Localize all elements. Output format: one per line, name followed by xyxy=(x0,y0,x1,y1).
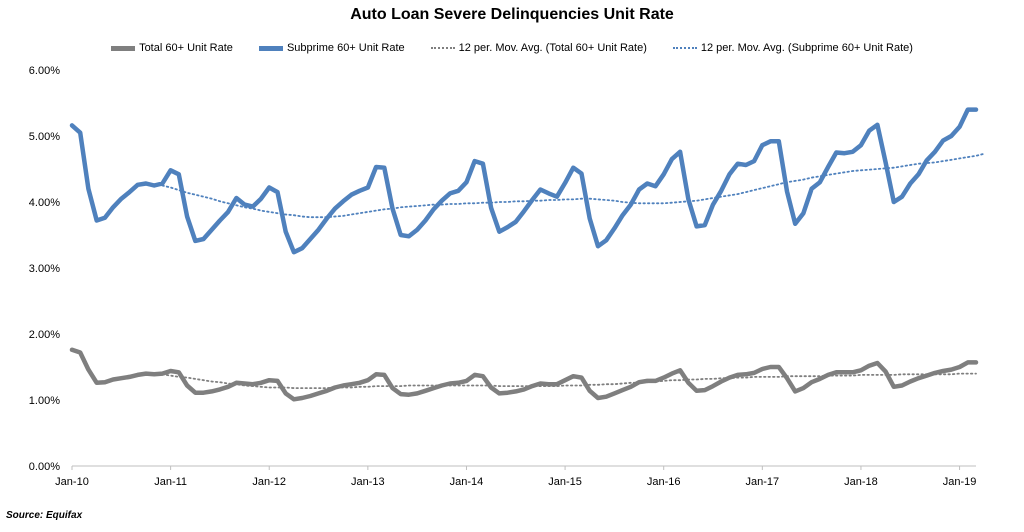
x-tick-label: Jan-19 xyxy=(943,476,977,488)
legend-label-subprime: Subprime 60+ Unit Rate xyxy=(286,42,405,54)
x-tick-label: Jan-11 xyxy=(154,476,187,488)
legend-swatch-subprime-avg xyxy=(672,47,697,49)
legend: Total 60+ Unit Rate Subprime 60+ Unit Ra… xyxy=(0,40,1024,56)
x-tick-label: Jan-17 xyxy=(746,476,780,488)
source-note: Source: Equifax xyxy=(6,510,83,521)
x-tick-label: Jan-16 xyxy=(647,476,681,488)
y-tick-label: 1.00% xyxy=(29,395,60,407)
chart-title: Auto Loan Severe Delinquencies Unit Rate xyxy=(350,6,674,23)
legend-swatch-total-avg xyxy=(430,47,455,49)
y-tick-label: 5.00% xyxy=(29,131,60,143)
x-tick-label: Jan-10 xyxy=(55,476,89,488)
x-tick-label: Jan-12 xyxy=(252,476,286,488)
legend-entry-subprime: Subprime 60+ Unit Rate xyxy=(258,40,405,56)
x-tick-label: Jan-15 xyxy=(548,476,582,488)
legend-swatch-total xyxy=(111,45,136,51)
x-tick-label: Jan-13 xyxy=(351,476,385,488)
series-line-total-60 xyxy=(69,347,979,402)
series-line-total-mov-avg xyxy=(161,372,977,390)
series-line-subprime-60 xyxy=(69,107,979,255)
legend-entry-total-avg: 12 per. Mov. Avg. (Total 60+ Unit Rate) xyxy=(430,40,647,56)
legend-entry-subprime-avg: 12 per. Mov. Avg. (Subprime 60+ Unit Rat… xyxy=(672,40,913,56)
series-line-subprime-mov-avg xyxy=(161,152,986,219)
y-tick-label: 6.00% xyxy=(29,65,60,77)
y-tick-label: 3.00% xyxy=(29,263,60,275)
x-tick-label: Jan-14 xyxy=(450,476,484,488)
legend-label-subprime-avg: 12 per. Mov. Avg. (Subprime 60+ Unit Rat… xyxy=(700,42,913,54)
y-tick-label: 2.00% xyxy=(29,329,60,341)
legend-label-total-avg: 12 per. Mov. Avg. (Total 60+ Unit Rate) xyxy=(458,42,647,54)
y-tick-label: 0.00% xyxy=(29,461,60,473)
legend-swatch-subprime xyxy=(258,45,283,51)
x-tick-label: Jan-18 xyxy=(844,476,878,488)
legend-entry-total: Total 60+ Unit Rate xyxy=(111,40,233,56)
legend-label-total: Total 60+ Unit Rate xyxy=(139,42,233,54)
y-tick-label: 4.00% xyxy=(29,197,60,209)
